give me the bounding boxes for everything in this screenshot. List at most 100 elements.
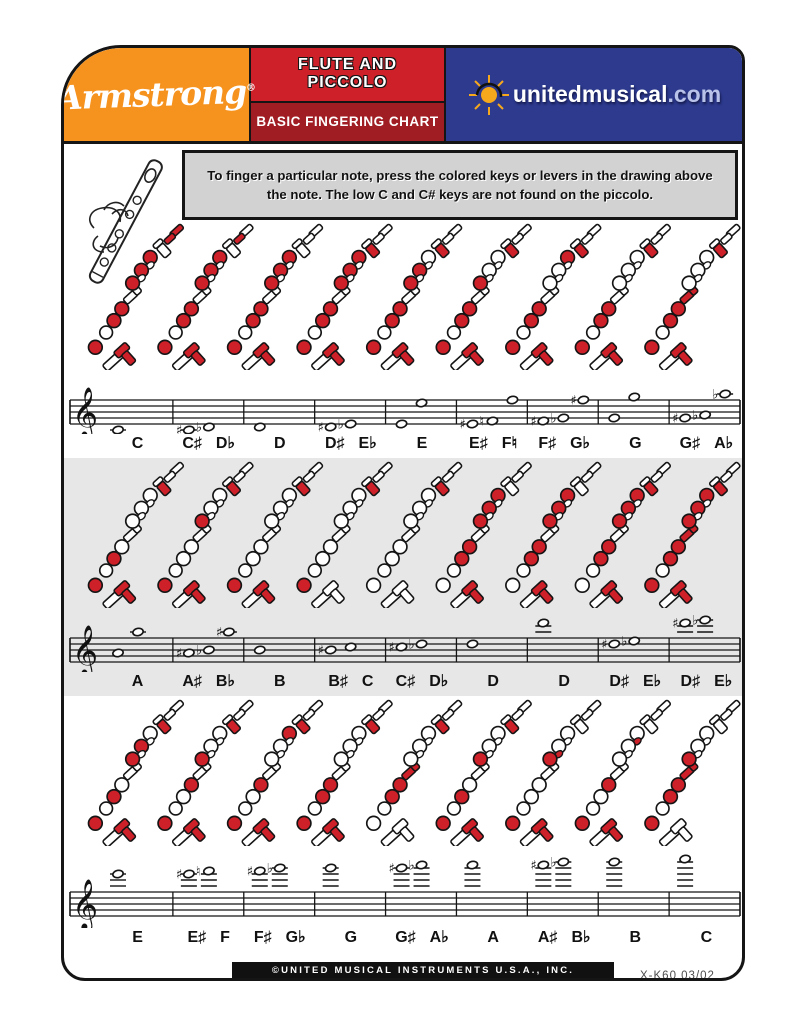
chart-page-border: Armstrong® FLUTE AND PICCOLO BASIC FINGE… bbox=[61, 45, 745, 981]
fingering-diagram bbox=[365, 699, 463, 846]
note-label: G bbox=[629, 435, 642, 452]
note-label: B bbox=[629, 929, 642, 946]
label-cell: F♯ G♭ bbox=[244, 928, 315, 950]
label-cell: A bbox=[458, 928, 529, 950]
note-label: F♮ bbox=[501, 435, 518, 452]
whole-note bbox=[466, 860, 479, 870]
treble-clef: 𝄞 bbox=[72, 387, 98, 434]
note-label: C♯ bbox=[395, 673, 416, 690]
fingering-diagram bbox=[435, 223, 532, 370]
site-url: unitedmusical.com bbox=[512, 81, 722, 107]
whole-note bbox=[132, 627, 144, 637]
note-label: F♯ bbox=[253, 929, 272, 946]
fingering-diagram bbox=[505, 461, 602, 608]
accidental: ♮ bbox=[479, 415, 484, 430]
note-label: A♭ bbox=[429, 929, 449, 946]
note-label: E bbox=[132, 929, 143, 946]
whole-note bbox=[202, 422, 215, 432]
whole-note bbox=[344, 642, 357, 652]
accidental: ♭ bbox=[621, 635, 627, 650]
note-labels-row-3: E E♯ F F♯ G♭ G G♯ A♭ A A♯ B♭ B C bbox=[64, 928, 742, 952]
whole-note bbox=[719, 389, 732, 399]
fingering-diagram bbox=[157, 699, 254, 846]
accidental: ♯ bbox=[318, 644, 324, 659]
label-cell: C♯ D♭ bbox=[386, 672, 457, 694]
note-label: D♯ bbox=[324, 435, 345, 452]
label-cell: B bbox=[600, 928, 671, 950]
fingering-diagram bbox=[574, 699, 672, 846]
accidental: ♯ bbox=[530, 859, 536, 874]
fingering-diagram bbox=[644, 699, 741, 846]
copyright-bar: ©UNITED MUSICAL INSTRUMENTS U.S.A., INC. bbox=[232, 962, 614, 978]
fingering-rows: 𝄞 ♯ ♭ ♯ ♭ ♯ ♮ ♯ ♭ ♯ ♯ ♭ ♭ C C♯ D♭ D D♯ E♭ E E♯ F♮ F♯ G♭ G G♯ A♭ 𝄞 ♯ ♭… bbox=[64, 220, 742, 952]
whole-note bbox=[537, 860, 550, 870]
accidental: ♯ bbox=[216, 626, 222, 641]
note-label: A♯ bbox=[182, 673, 202, 690]
whole-note bbox=[415, 398, 428, 408]
accidental: ♭ bbox=[692, 409, 698, 424]
fingering-diagram bbox=[296, 461, 393, 608]
whole-note bbox=[608, 639, 621, 649]
fingering-diagram bbox=[87, 461, 185, 608]
fingering-diagram bbox=[157, 223, 254, 370]
fingering-diagram bbox=[87, 699, 185, 846]
fingering-row-2: 𝄞 ♯ ♭ ♯ ♯ ♯ ♭ ♯ ♭ ♯ ♭ A A♯ B♭ B B♯ C C♯ D♭ D D D♯ E♭ D♯ E♭ bbox=[64, 458, 742, 696]
sun-logo-icon bbox=[468, 74, 509, 115]
whole-note bbox=[679, 854, 692, 864]
note-label: C bbox=[131, 435, 144, 452]
accidental: ♭ bbox=[196, 644, 202, 659]
whole-note bbox=[273, 863, 286, 873]
note-labels-row-2: A A♯ B♭ B B♯ C C♯ D♭ D D D♯ E♭ D♯ E♭ bbox=[64, 672, 742, 696]
label-cell: D bbox=[244, 434, 315, 456]
label-cell: B♯ C bbox=[315, 672, 386, 694]
accidental: ♯ bbox=[176, 868, 182, 883]
label-cell: E♯ F bbox=[173, 928, 244, 950]
whole-note bbox=[182, 425, 195, 434]
accidental: ♯ bbox=[389, 641, 395, 656]
subtitle-banner: BASIC FINGERING CHART bbox=[251, 102, 444, 141]
footer: ©UNITED MUSICAL INSTRUMENTS U.S.A., INC.… bbox=[64, 956, 742, 978]
treble-clef: 𝄞 bbox=[72, 879, 98, 928]
fingering-diagram bbox=[365, 223, 463, 370]
note-label: D♯ bbox=[680, 673, 701, 690]
note-labels-row-1: C C♯ D♭ D D♯ E♭ E E♯ F♮ F♯ G♭ G G♯ A♭ bbox=[64, 434, 742, 458]
note-label: D♭ bbox=[215, 435, 235, 452]
whole-note bbox=[253, 866, 266, 876]
whole-note bbox=[202, 645, 215, 655]
staff-row-1: 𝄞 ♯ ♭ ♯ ♭ ♯ ♮ ♯ ♭ ♯ ♯ ♭ ♭ bbox=[69, 387, 741, 435]
label-cell: G bbox=[315, 928, 386, 950]
fingering-diagram bbox=[87, 223, 185, 370]
registered-mark: ® bbox=[246, 82, 256, 94]
form-code: X-K60 03/02 bbox=[640, 970, 715, 981]
whole-note bbox=[679, 413, 692, 423]
note-label: E♯ bbox=[469, 435, 488, 452]
note-label: B♭ bbox=[571, 929, 591, 946]
whole-note bbox=[506, 395, 519, 405]
accidental: ♭ bbox=[338, 418, 344, 433]
whole-note bbox=[415, 639, 428, 649]
instruction-strip: To finger a particular note, press the c… bbox=[64, 150, 742, 284]
whole-note bbox=[628, 636, 641, 646]
note-label: C♯ bbox=[182, 435, 202, 452]
fingering-diagram bbox=[505, 223, 602, 370]
accidental: ♯ bbox=[459, 418, 465, 433]
label-cell: D♯ E♭ bbox=[671, 672, 742, 694]
label-cell: G♯ A♭ bbox=[386, 928, 457, 950]
whole-note bbox=[628, 392, 641, 402]
accidental: ♭ bbox=[267, 862, 273, 877]
whole-note bbox=[182, 648, 195, 658]
unitedmusical-block: unitedmusical.com bbox=[446, 48, 742, 141]
accidental: ♭ bbox=[550, 412, 556, 427]
whole-note bbox=[466, 419, 479, 429]
staff-row-3: 𝄞 ♯ ♮ ♯ ♭ ♯ ♭ ♯ ♭ bbox=[69, 854, 741, 928]
label-cell: G bbox=[600, 434, 671, 456]
accidental: ♯ bbox=[672, 617, 678, 632]
fingering-row-3: 𝄞 ♯ ♮ ♯ ♭ ♯ ♭ ♯ ♭ E E♯ F F♯ G♭ G G♯ A♭ A A♯ B♭ B C bbox=[64, 696, 742, 952]
note-label: A bbox=[487, 929, 499, 946]
whole-note bbox=[699, 410, 712, 420]
label-cell: C♯ D♭ bbox=[173, 434, 244, 456]
accidental: ♭ bbox=[196, 421, 202, 435]
label-cell: D♯ E♭ bbox=[315, 434, 386, 456]
fingering-diagram bbox=[296, 223, 393, 370]
